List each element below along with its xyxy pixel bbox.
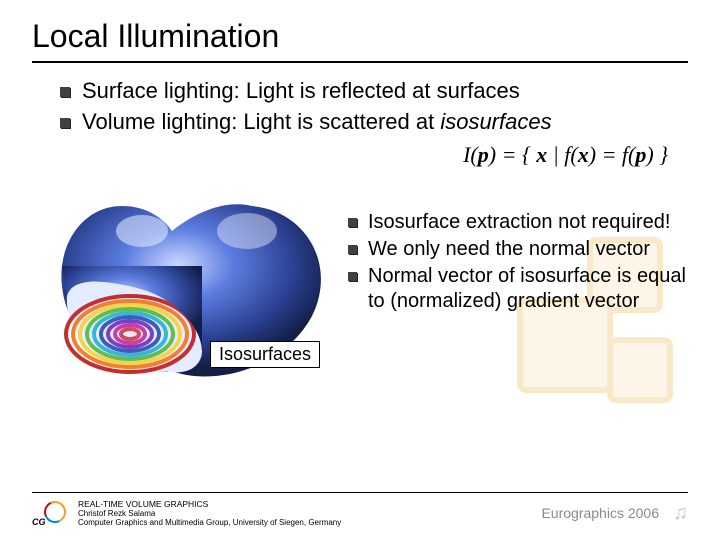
footer-title: REAL-TIME VOLUME GRAPHICS [78,499,529,509]
music-note-icon: ♫ [673,502,688,525]
figure-caption: Isosurfaces [210,341,320,368]
footer-author: Christof Rezk Salama [78,509,529,519]
list-item: Normal vector of isosurface is equal to … [348,264,688,314]
footer: CG REAL-TIME VOLUME GRAPHICS Christof Re… [32,492,688,528]
cg-logo-icon: CG [32,499,66,527]
footer-text: REAL-TIME VOLUME GRAPHICS Christof Rezk … [78,499,529,528]
footer-affiliation: Computer Graphics and Multimedia Group, … [78,518,529,528]
list-item: Volume lighting: Light is scattered at i… [60,108,688,137]
list-item: We only need the normal vector [348,237,688,262]
formula: I(p) = { x | f(x) = f(p) } [32,142,688,168]
slide-title: Local Illumination [32,18,688,63]
list-item: Isosurface extraction not required! [348,210,688,235]
list-item: Surface lighting: Light is reflected at … [60,77,688,106]
footer-conference: Eurographics 2006 [541,505,659,521]
top-bullet-list: Surface lighting: Light is reflected at … [32,77,688,136]
isosurface-figure: Isosurfaces [52,176,332,386]
right-bullet-list: Isosurface extraction not required! We o… [348,176,688,316]
